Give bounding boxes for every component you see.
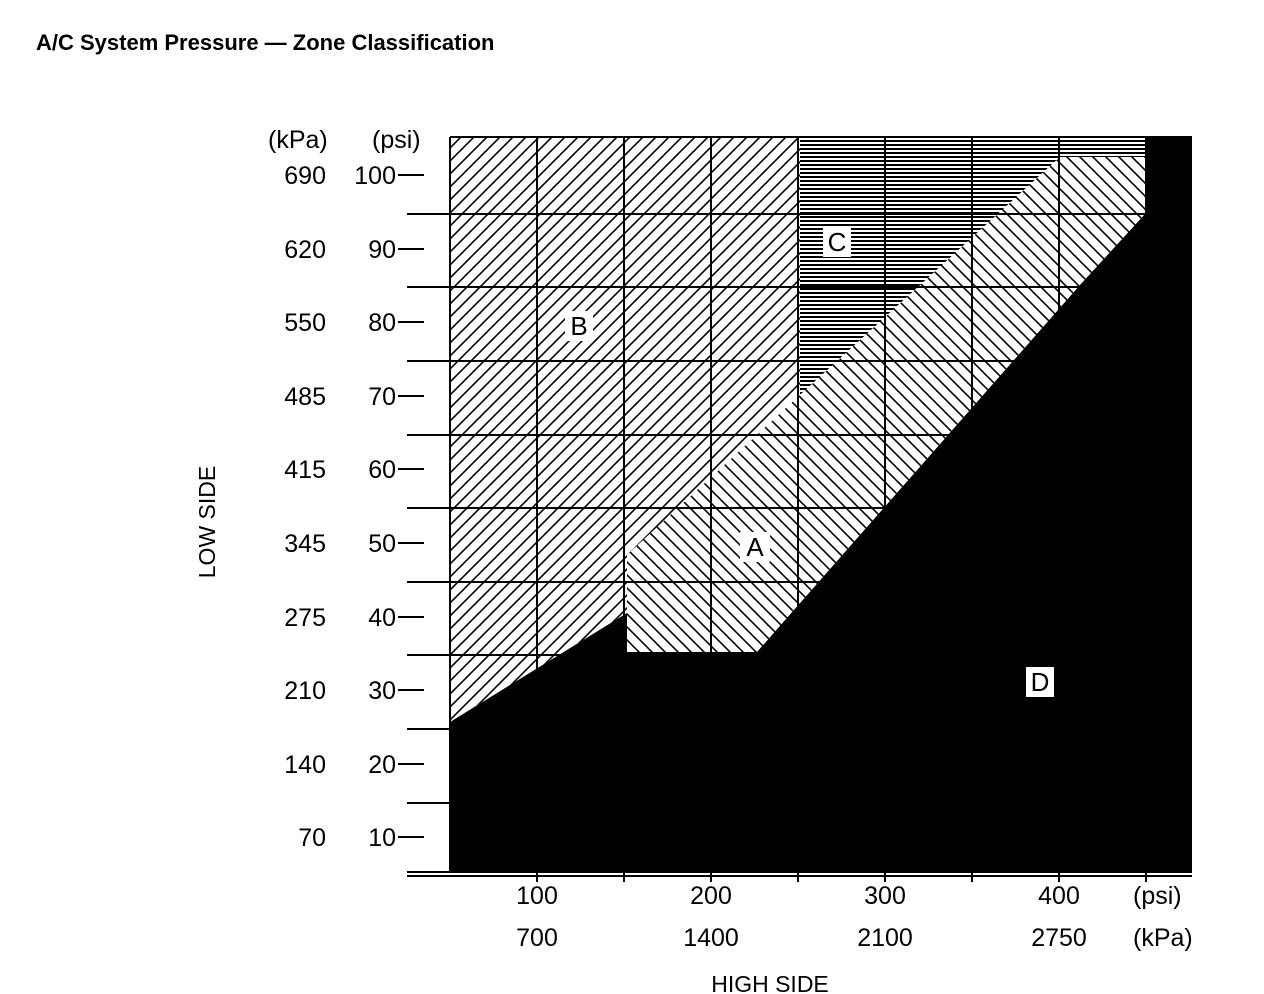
zone-d-label-bg [1026,667,1054,697]
x-tick-label-psi: 200 [690,882,732,910]
y-tick-label-psi: 70 [368,383,396,411]
y-unit-psi: (psi) [372,126,421,154]
zone-a-label-bg [740,532,770,562]
x-tick-label-psi: 400 [1038,882,1080,910]
zone-c-region [800,137,1190,395]
y-unit-kpa: (kPa) [268,126,328,154]
y-tick-label-psi: 80 [368,309,396,337]
y-tick-label-kpa: 415 [284,456,326,484]
y-tick-label-psi: 60 [368,456,396,484]
y-tick-label-kpa: 275 [284,604,326,632]
y-tick-label-psi: 90 [368,236,396,264]
y-tick-label-kpa: 70 [298,824,326,852]
x-axis-title: HIGH SIDE [711,971,829,994]
y-tick-label-psi: 100 [354,162,396,190]
zone-b-label: B [570,311,587,341]
y-tick-labels: 690 100 620 90 550 80 485 70 415 60 345 50 275 40 210 3… [284,162,396,852]
y-tick-label-psi: 30 [368,677,396,705]
zone-b-label-bg [565,311,593,341]
y-tick-label-psi: 20 [368,751,396,779]
y-tick-label-kpa: 210 [284,677,326,705]
zone-d-label: D [1031,667,1050,697]
y-tick-label-kpa: 140 [284,751,326,779]
x-tick-label-psi: 300 [864,882,906,910]
y-tick-label-psi: 50 [368,530,396,558]
y-tick-label-kpa: 485 [284,383,326,411]
y-tick-label-psi: 10 [368,824,396,852]
zone-c-label: C [828,227,847,257]
figure-title: A/C System Pressure — Zone Classificatio… [36,30,495,55]
y-tick-label-kpa: 550 [284,309,326,337]
y-tick-label-kpa: 620 [284,236,326,264]
zone-c-label-bg [823,227,851,257]
x-tick-label-kpa: 700 [516,924,558,952]
zone-a-label: A [746,532,764,562]
y-axis-title: LOW SIDE [194,466,220,578]
x-unit-psi: (psi) [1133,882,1182,910]
x-tick-label-kpa: 1400 [683,924,739,952]
grid-lines [407,137,1192,882]
x-unit-kpa: (kPa) [1133,924,1193,952]
y-tick-label-psi: 40 [368,604,396,632]
x-tick-label-psi: 100 [516,882,558,910]
x-tick-labels: 100 700 200 1400 300 2100 400 2750 [516,882,1087,952]
x-tick-label-kpa: 2750 [1031,924,1087,952]
tick-marks [398,174,424,838]
x-tick-label-kpa: 2100 [857,924,913,952]
y-tick-label-kpa: 345 [284,530,326,558]
y-tick-label-kpa: 690 [284,162,326,190]
zone-d-region [450,137,1192,872]
